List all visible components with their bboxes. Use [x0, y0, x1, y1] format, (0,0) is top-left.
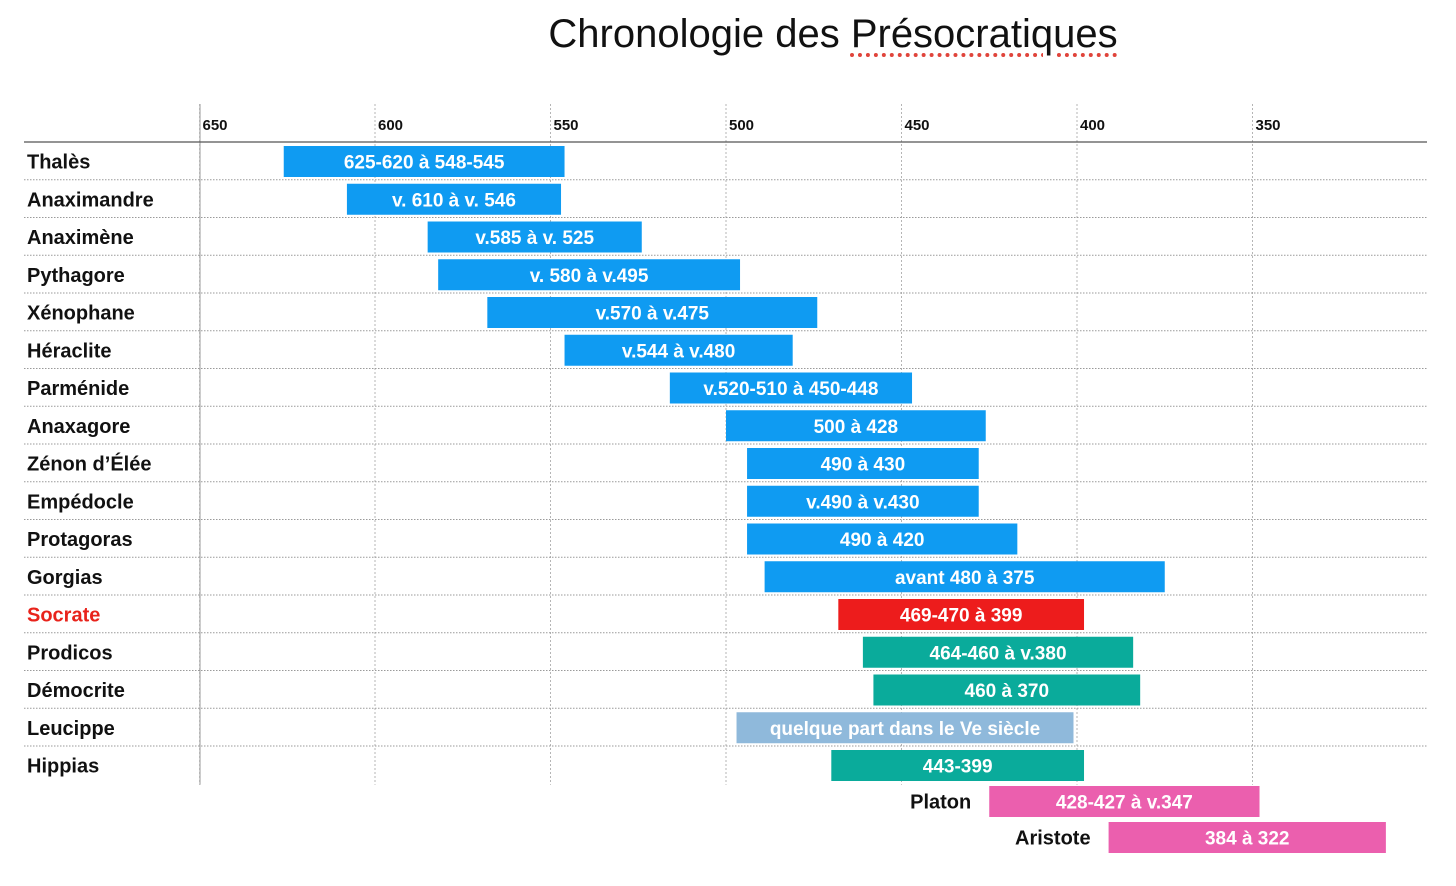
row-name: Thalès [27, 152, 90, 174]
bar-row [831, 750, 1085, 781]
bar-label: 428-427 à v.347 [1056, 793, 1193, 814]
bar-row [873, 674, 1141, 706]
row-name: Protagoras [27, 529, 133, 551]
row-name: Prodicos [27, 642, 113, 664]
bar-row [747, 523, 1018, 555]
bar-label: 625-620 à 548-545 [344, 153, 505, 174]
bar-label: 490 à 430 [821, 455, 906, 476]
bar-label: v.520-510 à 450-448 [703, 379, 878, 400]
bar-label: 460 à 370 [965, 681, 1050, 702]
row-name: Zénon d’Élée [27, 453, 151, 476]
bar-row [747, 485, 979, 517]
bar-label: 384 à 322 [1205, 829, 1290, 850]
bar-label: 500 à 428 [814, 417, 899, 438]
bar-row [726, 410, 986, 442]
row-name: Pythagore [27, 265, 125, 287]
row-name: Héraclite [27, 340, 112, 362]
bar-row [438, 259, 741, 291]
chart-title: Chronologie des Présocratiques [0, 12, 1456, 57]
row-name: Anaximandre [27, 189, 154, 211]
row-name: Anaximène [27, 227, 134, 249]
bar-label: v.490 à v.430 [806, 492, 919, 513]
x-tick-label: 350 [1256, 117, 1281, 134]
bar-label: 490 à 420 [840, 530, 925, 551]
row-name: Xénophane [27, 303, 135, 325]
bar-label: v.544 à v.480 [622, 341, 735, 362]
chart-title-part2: Présocratiques [850, 12, 1118, 56]
bar-row [764, 561, 1165, 593]
bar-label: v. 610 à v. 546 [392, 190, 516, 211]
bar-row [427, 221, 642, 253]
bar-row [838, 599, 1085, 630]
chart-title-part1: Chronologie des [548, 12, 851, 56]
bar-label: 464-460 à v.380 [930, 643, 1067, 664]
row-name: Leucippe [27, 718, 115, 740]
bar-label: avant 480 à 375 [895, 568, 1035, 589]
bar-row [736, 712, 1074, 744]
row-name: Démocrite [27, 680, 125, 702]
bar-extra [1108, 822, 1386, 853]
bar-row [346, 183, 562, 215]
bar-extra [989, 786, 1260, 817]
bar-label: v. 580 à v.495 [530, 266, 649, 287]
x-tick-label: 450 [905, 117, 930, 134]
bar-label: 469-470 à 399 [900, 606, 1023, 627]
extra-row-name: Platon [910, 792, 971, 814]
extra-row-name: Aristote [1015, 828, 1091, 850]
x-tick-label: 400 [1080, 117, 1105, 134]
row-name: Parménide [27, 378, 129, 400]
bar-label: quelque part dans le Ve siècle [770, 719, 1040, 740]
bar-row [487, 297, 818, 328]
row-name: Gorgias [27, 567, 103, 589]
bar-row [564, 334, 793, 366]
bar-label: 443-399 [923, 757, 993, 778]
row-name: Empédocle [27, 491, 134, 513]
bar-row [669, 372, 913, 404]
x-tick-label: 500 [729, 117, 754, 134]
row-name: Anaxagore [27, 416, 130, 438]
row-name: Hippias [27, 756, 99, 778]
bar-row [283, 146, 565, 177]
row-name: Socrate [27, 605, 100, 627]
bar-label: v.585 à v. 525 [475, 228, 594, 249]
x-tick-label: 550 [554, 117, 579, 134]
bar-row [862, 636, 1134, 668]
bar-row [747, 448, 979, 479]
bar-label: v.570 à v.475 [596, 304, 710, 325]
x-tick-label: 650 [203, 117, 228, 134]
x-tick-label: 600 [378, 117, 403, 134]
